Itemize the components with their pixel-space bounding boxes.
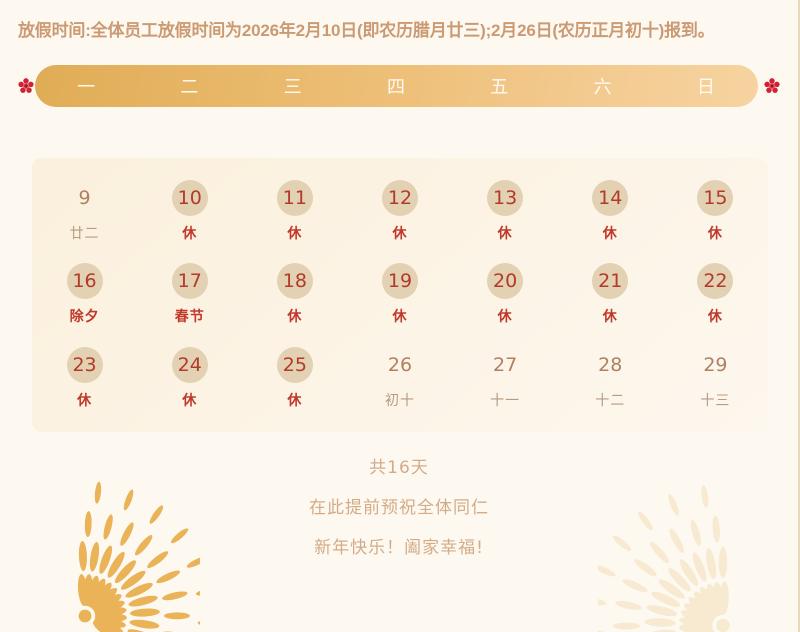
calendar-day-number: 25: [276, 346, 313, 383]
weekday-thu: 四: [386, 77, 406, 99]
calendar-day-cell[interactable]: 19 休: [347, 253, 452, 336]
holiday-calendar: 9 廿二 10 休 11 休 12 休 13 休 14 休 15 休 16 除夕 17 春节 18 休 19 休 20 休 21…: [32, 158, 768, 432]
calendar-day-number: 29: [703, 353, 728, 376]
plum-blossom-icon: [764, 78, 780, 94]
calendar-day-lunar-label: 廿二: [69, 226, 100, 243]
calendar-day-holiday-label: 休: [287, 392, 303, 409]
calendar-day-cell[interactable]: 14 休: [558, 170, 663, 253]
calendar-week-row: 23 休 24 休 25 休 26 初十 27 十一 28 十二 29 十三: [32, 337, 768, 420]
calendar-day-cell[interactable]: 24 休: [137, 337, 242, 420]
calendar-day-cell[interactable]: 28 十二: [558, 337, 663, 420]
calendar-day-cell[interactable]: 29 十三: [663, 337, 768, 420]
calendar-day-holiday-label: 休: [392, 226, 408, 243]
calendar-day-number: 12: [381, 180, 418, 217]
firework-burst-icon: [77, 481, 200, 632]
calendar-day-cell[interactable]: 25 休: [242, 337, 347, 420]
calendar-day-number: 26: [387, 353, 413, 376]
calendar-day-holiday-label: 春节: [174, 309, 205, 326]
calendar-day-holiday-label: 休: [602, 309, 618, 326]
firework-burst-icon: [598, 485, 730, 632]
calendar-day-number: 22: [697, 263, 734, 300]
calendar-week-row: 16 除夕 17 春节 18 休 19 休 20 休 21 休 22 休: [32, 253, 768, 336]
calendar-day-cell[interactable]: 11 休: [242, 170, 347, 253]
calendar-day-cell[interactable]: 22 休: [663, 253, 768, 336]
footer-line: 新年快乐！阖家幸福!: [314, 538, 484, 558]
calendar-day-lunar-label: 十一: [490, 392, 521, 409]
weekday-fri: 五: [490, 77, 510, 99]
calendar-day-cell[interactable]: 10 休: [137, 170, 242, 253]
calendar-day-holiday-label: 休: [497, 226, 513, 243]
weekday-sat: 六: [593, 77, 613, 99]
footer-line: 在此提前预祝全体同仁: [309, 498, 489, 518]
weekday-header-row: 一 二 三 四 五 六 日: [0, 65, 798, 108]
calendar-day-holiday-label: 休: [497, 309, 513, 326]
calendar-day-cell[interactable]: 15 休: [663, 170, 768, 253]
calendar-day-number: 23: [66, 346, 103, 383]
calendar-day-number: 18: [276, 263, 313, 300]
calendar-day-number: 9: [78, 187, 91, 210]
calendar-day-number: 14: [592, 180, 629, 217]
weekday-mon: 一: [77, 77, 97, 99]
calendar-day-number: 28: [598, 353, 623, 376]
calendar-day-cell[interactable]: 9 廿二: [32, 170, 137, 253]
calendar-day-holiday-label: 休: [287, 309, 303, 326]
weekday-wed: 三: [283, 77, 303, 99]
calendar-week-row: 9 廿二 10 休 11 休 12 休 13 休 14 休 15 休: [32, 170, 768, 253]
calendar-day-number: 21: [592, 263, 629, 300]
weekday-tue: 二: [180, 77, 200, 99]
calendar-day-cell[interactable]: 12 休: [347, 170, 452, 253]
weekday-sun: 日: [696, 77, 716, 99]
calendar-day-cell[interactable]: 23 休: [32, 337, 137, 420]
calendar-day-cell[interactable]: 27 十一: [453, 337, 558, 420]
calendar-day-number: 15: [697, 180, 734, 217]
calendar-day-number: 16: [66, 263, 103, 300]
calendar-day-holiday-label: 除夕: [69, 309, 100, 326]
calendar-day-holiday-label: 休: [287, 226, 303, 243]
calendar-day-lunar-label: 十三: [700, 392, 731, 409]
calendar-day-cell[interactable]: 17 春节: [137, 253, 242, 336]
calendar-day-number: 10: [171, 180, 208, 217]
calendar-day-holiday-label: 休: [392, 309, 408, 326]
calendar-day-number: 13: [487, 180, 524, 217]
calendar-day-cell[interactable]: 20 休: [453, 253, 558, 336]
calendar-day-holiday-label: 休: [77, 392, 93, 409]
plum-blossom-icon: [18, 78, 34, 94]
calendar-day-number: 19: [381, 263, 418, 300]
holiday-notice: 放假时间:全体员工放假时间为2026年2月10日(即农历腊月廿三);2月26日(…: [0, 0, 798, 47]
calendar-day-lunar-label: 十二: [595, 392, 626, 409]
calendar-day-lunar-label: 初十: [384, 392, 415, 409]
holiday-notice-text: 放假时间:全体员工放假时间为2026年2月10日(即农历腊月廿三);2月26日(…: [18, 21, 715, 40]
footer-line: 共16天: [369, 458, 429, 478]
calendar-day-cell[interactable]: 16 除夕: [32, 253, 137, 336]
calendar-day-cell[interactable]: 21 休: [558, 253, 663, 336]
calendar-day-cell[interactable]: 13 休: [453, 170, 558, 253]
calendar-day-number: 24: [171, 346, 208, 383]
calendar-day-holiday-label: 休: [182, 226, 198, 243]
calendar-day-cell[interactable]: 26 初十: [347, 337, 452, 420]
calendar-day-holiday-label: 休: [707, 226, 723, 243]
weekday-bar: 一 二 三 四 五 六 日: [35, 65, 758, 108]
calendar-day-number: 20: [487, 263, 524, 300]
calendar-day-number: 27: [493, 353, 518, 376]
calendar-day-holiday-label: 休: [707, 309, 723, 326]
calendar-day-holiday-label: 休: [602, 226, 618, 243]
calendar-day-holiday-label: 休: [182, 392, 198, 409]
footer-message: 共16天在此提前预祝全体同仁 新年快乐！阖家幸福!: [0, 448, 798, 568]
calendar-day-cell[interactable]: 18 休: [242, 253, 347, 336]
calendar-day-number: 17: [171, 263, 208, 300]
calendar-day-number: 11: [276, 180, 313, 217]
